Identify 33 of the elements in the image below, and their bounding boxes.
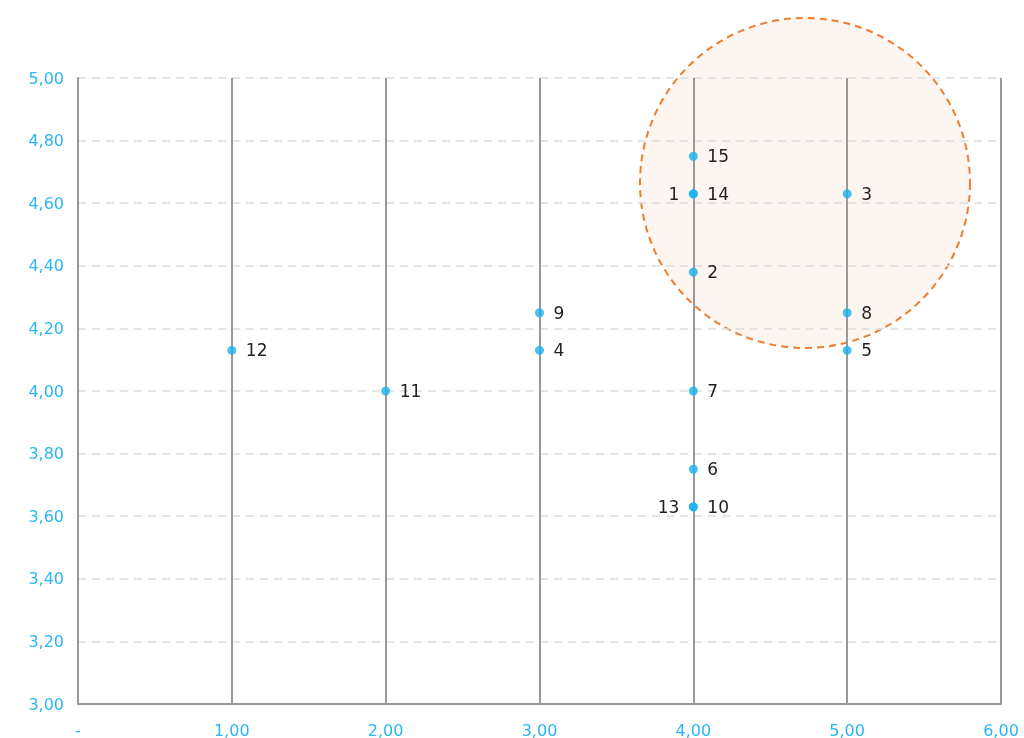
annotation: 1 xyxy=(668,183,680,204)
y-tick-label: 3,80 xyxy=(28,444,64,464)
y-tick-label: 5,00 xyxy=(28,68,64,88)
annotation: 2 xyxy=(707,262,719,283)
y-tick-label: 4,40 xyxy=(28,256,64,276)
y-tick-label: 3,40 xyxy=(28,569,64,589)
annotation: 5 xyxy=(861,340,872,361)
y-tick-label: 4,20 xyxy=(28,318,64,338)
annotation: 13 xyxy=(657,496,680,517)
y-tick-label: 4,80 xyxy=(28,131,64,151)
annotation: 8 xyxy=(861,302,872,323)
x-tick-label: 1,00 xyxy=(214,720,250,738)
x-tick-label: 4,00 xyxy=(675,720,712,738)
annotation: 12 xyxy=(245,340,268,361)
x-tick-label: - xyxy=(75,720,81,738)
annotation: 7 xyxy=(707,381,719,401)
annotation: 14 xyxy=(707,183,729,204)
y-tick-label: 4,60 xyxy=(28,193,64,213)
annotation: 4 xyxy=(553,340,565,361)
y-tick-label: 4,00 xyxy=(28,381,64,401)
y-tick-label: 3,60 xyxy=(28,506,64,526)
y-tick-label: 3,20 xyxy=(28,631,64,651)
x-tick-label: 2,00 xyxy=(367,720,404,738)
x-tick-label: 3,00 xyxy=(521,720,558,738)
annotation: 9 xyxy=(553,302,565,323)
y-tick-label: 3,00 xyxy=(28,694,64,714)
annotation: 15 xyxy=(707,146,729,167)
annotation: 11 xyxy=(399,381,422,401)
annotation: 10 xyxy=(707,496,729,517)
x-tick-label: 6,00 xyxy=(983,720,1019,738)
x-tick-label: 5,00 xyxy=(829,720,865,738)
annotation: 6 xyxy=(707,459,719,480)
annotation: 3 xyxy=(861,183,872,204)
